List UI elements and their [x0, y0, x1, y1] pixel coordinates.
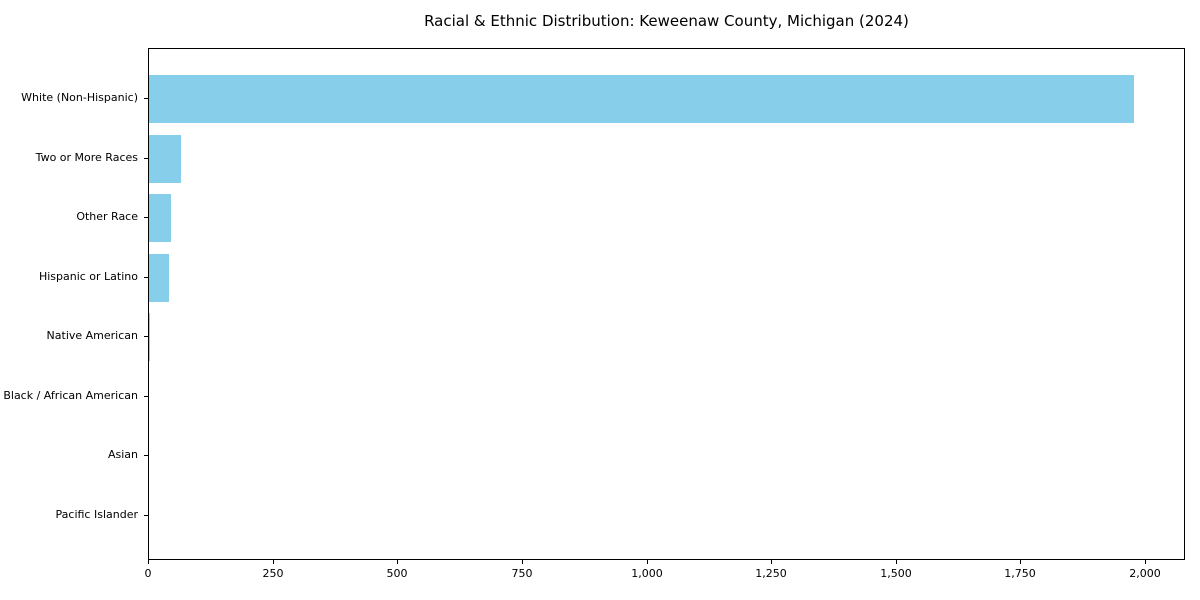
x-tick-label: 500 [386, 567, 408, 580]
y-tick-mark [144, 395, 148, 397]
y-axis-label: Hispanic or Latino [38, 269, 138, 283]
y-axis-label: Pacific Islander [55, 507, 138, 521]
x-tick-mark [148, 560, 149, 564]
x-tick-label: 1,500 [880, 567, 912, 580]
bar-two-or-more-races [149, 134, 181, 183]
y-tick-mark [144, 157, 148, 159]
y-axis-label: Two or More Races [35, 150, 138, 164]
y-axis-label: Other Race [76, 210, 138, 223]
y-axis-label: White (Non-Hispanic) [21, 91, 138, 104]
y-tick-mark [144, 217, 148, 218]
x-tick-label: 1,250 [755, 567, 787, 580]
y-tick-mark [144, 98, 148, 99]
y-tick-mark [144, 455, 148, 456]
bar-other-race [149, 194, 171, 242]
x-tick-label: 1,750 [1004, 567, 1036, 580]
chart-title: Racial & Ethnic Distribution: Keweenaw C… [424, 12, 909, 30]
y-tick-mark [144, 514, 148, 516]
x-tick-mark [397, 560, 398, 564]
x-tick-mark [647, 560, 648, 564]
plot-area [148, 48, 1185, 560]
y-axis-label: Black / African American [3, 388, 138, 402]
x-tick-mark [896, 560, 897, 564]
x-tick-mark [1020, 560, 1021, 564]
x-tick-label: 0 [144, 567, 152, 580]
y-tick-mark [144, 276, 148, 278]
x-tick-mark [522, 560, 523, 564]
y-axis-label: Asian [107, 448, 138, 461]
x-tick-mark [1145, 560, 1146, 564]
x-tick-mark [771, 560, 772, 564]
x-tick-label: 2,000 [1129, 567, 1161, 580]
x-tick-mark [273, 560, 274, 564]
x-tick-label: 250 [262, 567, 284, 580]
y-tick-mark [144, 336, 148, 337]
bar-native-american [149, 313, 150, 361]
bar-white-non-hispanic [149, 75, 1134, 123]
x-tick-label: 750 [511, 567, 533, 580]
bar-hispanic-or-latino [149, 253, 169, 302]
x-tick-label: 1,000 [631, 567, 663, 580]
y-axis-label: Native American [46, 329, 138, 342]
